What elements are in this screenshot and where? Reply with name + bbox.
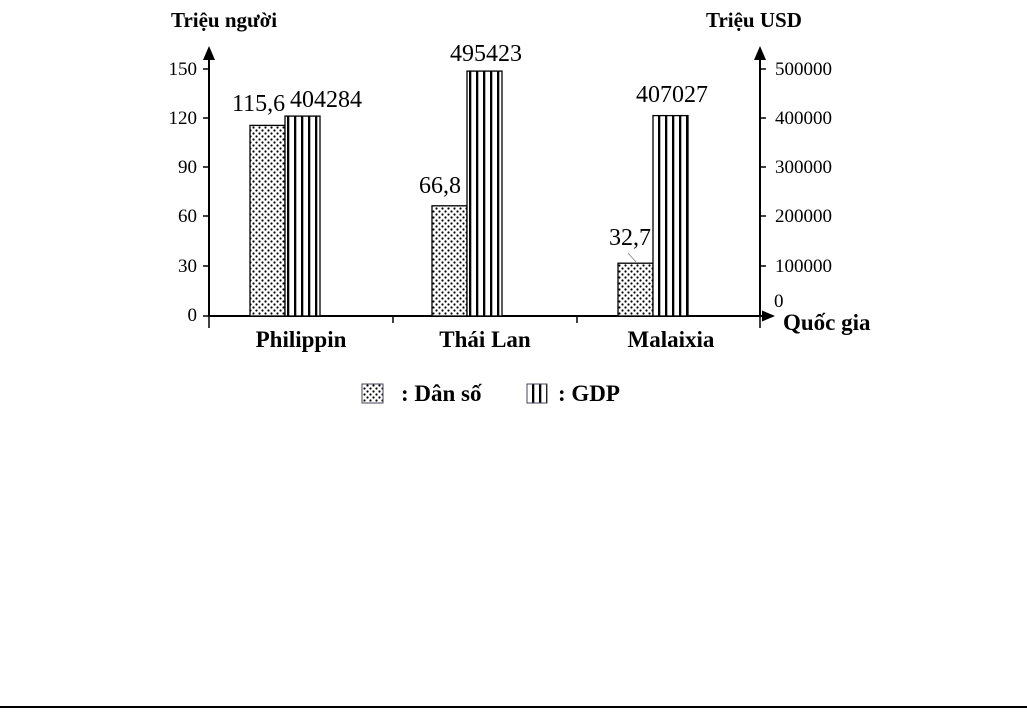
svg-text:: Dân số: : Dân số	[401, 381, 482, 406]
svg-text:0: 0	[774, 291, 784, 312]
svg-text:Philippin: Philippin	[256, 327, 347, 352]
svg-text:407027: 407027	[636, 82, 708, 108]
svg-text:100000: 100000	[775, 256, 832, 277]
svg-text:60: 60	[178, 206, 197, 227]
svg-text:66,8: 66,8	[419, 173, 461, 199]
svg-text:90: 90	[178, 157, 197, 178]
svg-text:404284: 404284	[290, 87, 362, 113]
svg-text:200000: 200000	[775, 206, 832, 227]
svg-text:0: 0	[188, 305, 198, 326]
svg-text:115,6: 115,6	[232, 91, 285, 117]
svg-text:400000: 400000	[775, 108, 832, 129]
svg-text:Thái Lan: Thái Lan	[439, 327, 531, 352]
svg-text:Triệu người: Triệu người	[171, 8, 277, 32]
svg-text:: GDP: : GDP	[558, 381, 620, 406]
svg-text:495423: 495423	[450, 41, 522, 67]
svg-text:Triệu USD: Triệu USD	[706, 8, 802, 32]
svg-text:30: 30	[178, 256, 197, 277]
svg-text:120: 120	[169, 108, 198, 129]
svg-text:150: 150	[169, 59, 198, 80]
svg-text:Malaixia: Malaixia	[628, 327, 715, 352]
svg-text:Quốc gia: Quốc gia	[783, 310, 871, 335]
svg-text:32,7: 32,7	[609, 225, 651, 251]
svg-text:500000: 500000	[775, 59, 832, 80]
svg-text:300000: 300000	[775, 157, 832, 178]
